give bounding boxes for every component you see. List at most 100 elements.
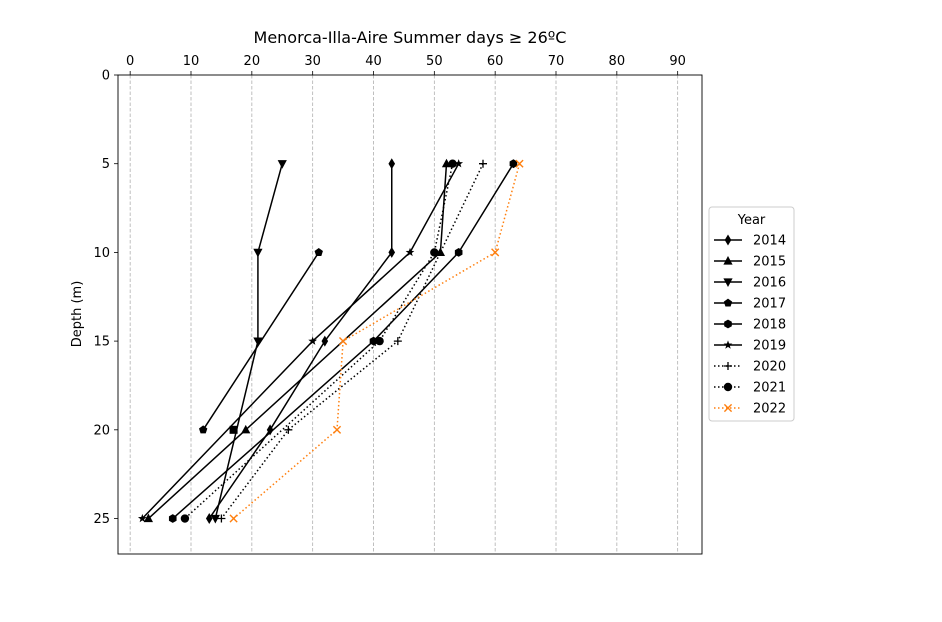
data-point-2021 bbox=[448, 159, 457, 168]
data-point-2020 bbox=[284, 425, 293, 434]
legend-label: 2014 bbox=[753, 234, 786, 249]
series-line-2021 bbox=[184, 163, 454, 520]
y-tick-label: 10 bbox=[93, 246, 110, 261]
data-point-2022 bbox=[338, 337, 348, 346]
legend-label: 2016 bbox=[753, 276, 786, 291]
data-point-2016 bbox=[253, 248, 263, 258]
legend-entry-2018: 2018 bbox=[714, 318, 786, 333]
data-point-2022 bbox=[491, 248, 500, 257]
data-point-2014 bbox=[388, 246, 396, 258]
legend-marker-2017 bbox=[723, 298, 733, 307]
data-point-2021 bbox=[375, 336, 384, 346]
series-2020 bbox=[217, 159, 487, 523]
data-point-2018 bbox=[509, 159, 518, 169]
data-point-2017 bbox=[198, 425, 208, 434]
data-point-2014 bbox=[388, 158, 396, 170]
chart-title: Menorca-Illa-Aire Summer days ≥ 26ºC bbox=[254, 28, 567, 47]
series-2014 bbox=[205, 158, 396, 525]
x-tick-label: 30 bbox=[304, 54, 321, 69]
legend-label: 2021 bbox=[753, 381, 786, 396]
x-tick-label: 10 bbox=[183, 54, 200, 69]
legend-marker-2019 bbox=[723, 340, 733, 349]
series-2021 bbox=[180, 159, 457, 523]
x-tick-label: 0 bbox=[126, 54, 134, 69]
legend-entry-2022: 2022 bbox=[714, 402, 786, 417]
y-tick-label: 0 bbox=[102, 69, 110, 84]
data-point-2016 bbox=[277, 160, 287, 169]
legend-label: 2015 bbox=[753, 255, 786, 270]
legend-marker-2016 bbox=[723, 278, 733, 287]
legend-label: 2018 bbox=[753, 318, 786, 333]
legend-label: 2020 bbox=[753, 360, 786, 375]
data-point-2022 bbox=[515, 159, 524, 168]
data-point-2016 bbox=[210, 514, 220, 524]
data-point-2021 bbox=[430, 248, 439, 257]
data-point-2021 bbox=[180, 514, 190, 523]
y-tick-label: 5 bbox=[102, 157, 110, 172]
legend-entry-2020: 2020 bbox=[714, 360, 786, 375]
data-point-2022 bbox=[229, 514, 238, 523]
data-point-2018 bbox=[168, 514, 177, 523]
data-point-2018 bbox=[454, 248, 463, 257]
x-tick-label: 60 bbox=[487, 54, 504, 69]
legend-entry-2016: 2016 bbox=[714, 276, 786, 291]
data-point-2015 bbox=[241, 424, 251, 434]
x-tick-label: 80 bbox=[609, 54, 626, 69]
series-line-2016 bbox=[214, 163, 283, 519]
series-2015 bbox=[143, 158, 452, 523]
series-2017 bbox=[198, 248, 323, 434]
series-line-2019 bbox=[141, 163, 460, 520]
series-line-2020 bbox=[220, 163, 484, 519]
data-point-2019 bbox=[137, 513, 147, 523]
data-point-2014 bbox=[321, 335, 329, 347]
data-point-2014 bbox=[266, 424, 274, 436]
x-tick-label: 40 bbox=[365, 54, 382, 69]
legend-label: 2017 bbox=[753, 297, 786, 312]
data-point-2016 bbox=[253, 337, 263, 347]
legend-marker-2020 bbox=[724, 362, 732, 370]
legend-title: Year bbox=[737, 213, 766, 228]
x-tick-label: 20 bbox=[244, 54, 261, 69]
data-point-2019 bbox=[308, 336, 318, 345]
series-line-2018 bbox=[172, 163, 515, 520]
legend-entry-2014: 2014 bbox=[714, 234, 786, 249]
grid-layer bbox=[129, 75, 679, 554]
series-layer bbox=[137, 158, 524, 525]
axes-layer: 0 10 20 30 40 50 60 70 80 90 0 5 10 15 20 25 bbox=[93, 54, 703, 555]
data-point bbox=[229, 425, 238, 434]
data-point-2022 bbox=[332, 425, 342, 434]
plot-frame bbox=[117, 74, 703, 555]
legend-entry-2017: 2017 bbox=[714, 297, 786, 312]
data-point-2019 bbox=[405, 247, 415, 257]
legend-entry-2015: 2015 bbox=[714, 255, 786, 270]
series-line-2017 bbox=[202, 252, 320, 431]
y-tick-label: 25 bbox=[93, 512, 110, 527]
data-point-2019 bbox=[454, 159, 464, 168]
y-tick-label: 15 bbox=[93, 335, 110, 350]
legend-entry-2019: 2019 bbox=[714, 339, 786, 354]
x-tick-label: 50 bbox=[426, 54, 443, 69]
x-tick-label: 90 bbox=[669, 54, 686, 69]
data-point-2020 bbox=[479, 159, 487, 168]
data-point-2018 bbox=[369, 336, 378, 346]
data-point-2020 bbox=[393, 337, 402, 346]
legend-label: 2019 bbox=[753, 339, 786, 354]
data-point-2020 bbox=[217, 514, 226, 523]
data-point-2017 bbox=[314, 248, 323, 256]
series-2016 bbox=[210, 160, 287, 524]
series-2019 bbox=[137, 159, 464, 523]
y-tick-label: 20 bbox=[93, 423, 110, 438]
data-point-2014 bbox=[205, 513, 213, 525]
legend-marker-2014 bbox=[724, 234, 732, 246]
legend-marker-2022 bbox=[723, 403, 733, 413]
x-tick-label: 70 bbox=[548, 54, 565, 69]
series-line-2014 bbox=[208, 163, 393, 519]
series-2022 bbox=[229, 159, 524, 523]
legend-label: 2022 bbox=[753, 402, 786, 417]
y-axis-label: Depth (m) bbox=[70, 281, 85, 348]
legend: Year 2014 2015 2016 2017 2018 2019 2020 2021 2022 bbox=[708, 206, 795, 422]
legend-marker-2018 bbox=[724, 319, 732, 329]
legend-marker-2015 bbox=[723, 256, 733, 265]
